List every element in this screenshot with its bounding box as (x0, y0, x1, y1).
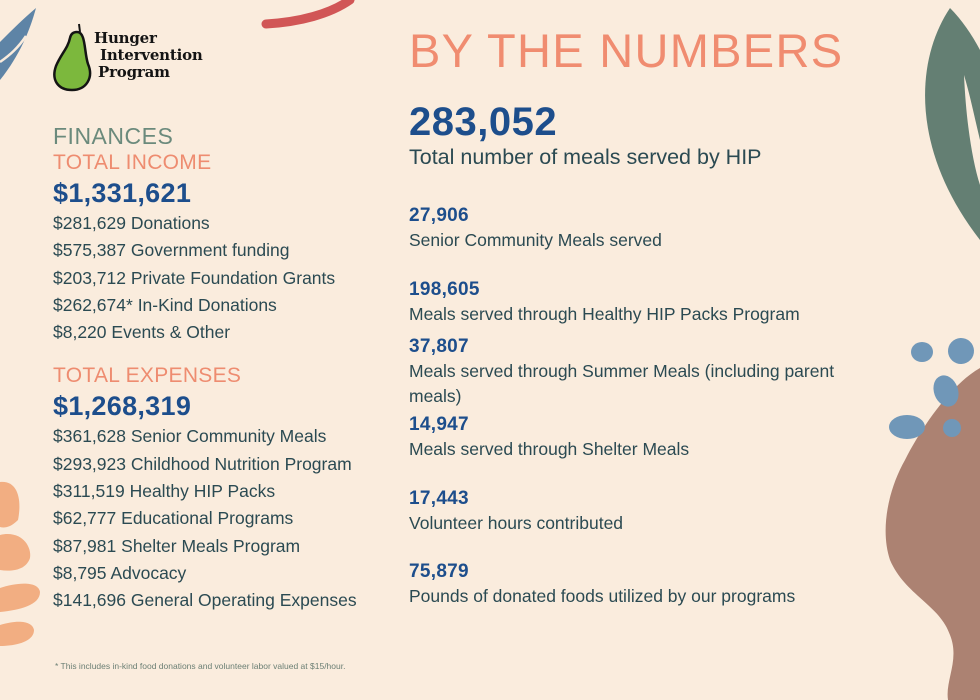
stat-value: 17,443 (409, 488, 469, 509)
stat-value: 27,906 (409, 205, 469, 226)
total-expenses-value: $1,268,319 (53, 391, 192, 422)
expense-item: $361,628 Senior Community Meals (53, 426, 327, 447)
numbers-section: BY THE NUMBERS 283,052 Total number of m… (409, 24, 889, 609)
footnote: * This includes in-kind food donations a… (55, 661, 346, 671)
income-item: $262,674* In-Kind Donations (53, 294, 277, 315)
hero-stat-value: 283,052 (409, 100, 558, 144)
stat-label: Meals served through Healthy HIP Packs P… (409, 304, 800, 324)
expense-item: $87,981 Shelter Meals Program (53, 535, 301, 556)
organization-logo: Hunger Intervention Program (52, 22, 222, 92)
stat-value: 37,807 (409, 336, 469, 357)
total-expenses-heading: TOTAL EXPENSES (53, 364, 242, 388)
finances-section: FINANCES TOTAL INCOME $1,331,621 $281,62… (53, 122, 403, 615)
stat-label: Volunteer hours contributed (409, 513, 624, 533)
income-item: $203,712 Private Foundation Grants (53, 267, 336, 288)
expense-item: $62,777 Educational Programs (53, 508, 294, 529)
stat-item: 37,807 Meals served through Summer Meals… (409, 335, 889, 409)
stat-item: 17,443 Volunteer hours contributed (409, 487, 889, 536)
stat-item: 75,879 Pounds of donated foods utilized … (409, 560, 889, 609)
expense-item: $311,519 Healthy HIP Packs (53, 481, 276, 502)
blue-leaf-decoration (0, 8, 36, 80)
expense-item: $8,795 Advocacy (53, 562, 187, 583)
total-income-heading: TOTAL INCOME (53, 151, 212, 174)
org-name-line-1: Hunger (94, 29, 157, 47)
stat-label: Meals served through Summer Meals (inclu… (409, 361, 835, 406)
red-arc-decoration (261, 0, 355, 29)
finances-heading: FINANCES (53, 123, 174, 149)
stat-item: 198,605 Meals served through Healthy HIP… (409, 278, 889, 327)
expenses-list: $361,628 Senior Community Meals $293,923… (53, 423, 403, 614)
stat-value: 198,605 (409, 279, 480, 300)
stat-label: Pounds of donated foods utilized by our … (409, 586, 796, 606)
total-income-value: $1,331,621 (53, 178, 192, 208)
income-item: $575,387 Government funding (53, 240, 290, 261)
stat-label: Senior Community Meals served (409, 230, 662, 250)
income-item: $8,220 Events & Other (53, 322, 231, 343)
pear-icon (53, 23, 92, 92)
org-name-line-2: Intervention (100, 46, 203, 64)
peach-blob-decoration (0, 481, 40, 646)
blue-dots-decoration (889, 338, 974, 439)
expense-item: $141,696 General Operating Expenses (53, 590, 357, 611)
stat-value: 14,947 (409, 414, 469, 435)
organization-name: Hunger Intervention Program (94, 30, 203, 81)
stat-item: 27,906 Senior Community Meals served (409, 204, 889, 253)
green-leaf-decoration (925, 8, 980, 240)
income-item: $281,629 Donations (53, 213, 210, 233)
expense-item: $293,923 Childhood Nutrition Program (53, 453, 352, 474)
income-list: $281,629 Donations $575,387 Government f… (53, 210, 403, 346)
page-title: BY THE NUMBERS (409, 24, 844, 77)
stat-label: Meals served through Shelter Meals (409, 439, 690, 459)
stat-value: 75,879 (409, 561, 469, 582)
org-name-line-3: Program (98, 63, 170, 81)
brown-blob-decoration (885, 368, 980, 700)
stat-item: 14,947 Meals served through Shelter Meal… (409, 413, 889, 462)
hero-stat-label: Total number of meals served by HIP (409, 145, 762, 169)
